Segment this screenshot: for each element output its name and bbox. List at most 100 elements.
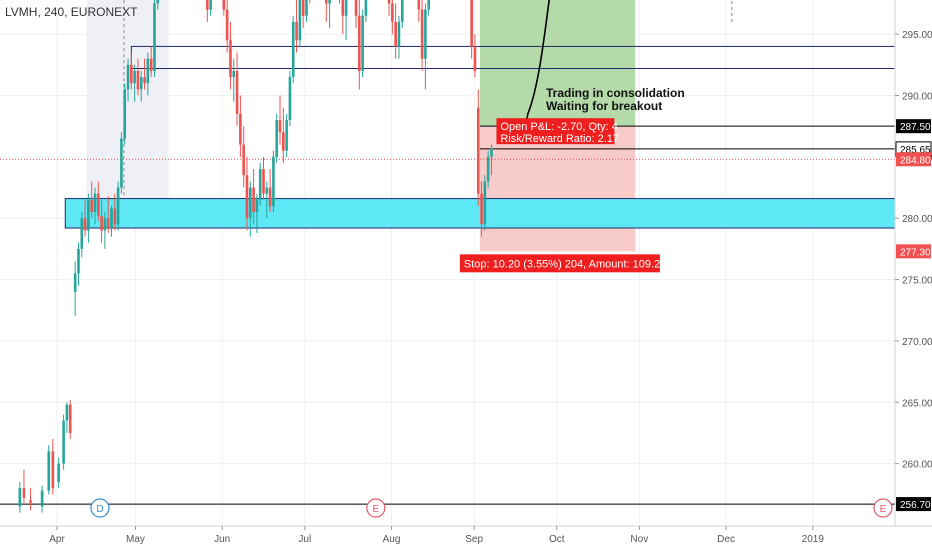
candle: [90, 181, 93, 219]
candle: [391, 0, 394, 35]
candle: [470, 0, 473, 59]
candle-body: [358, 15, 361, 71]
candle-body: [110, 208, 113, 229]
pnl-label-text: Open P&L: -2.70, Qty: 4: [500, 121, 617, 133]
candle-body: [123, 89, 127, 139]
candle: [22, 469, 26, 503]
candle-body: [364, 0, 368, 16]
candle-body: [106, 218, 110, 229]
price-tick-label: 275.00: [902, 276, 932, 287]
candle: [116, 181, 120, 231]
time-tick-label: Jun: [214, 534, 230, 545]
candle-body: [100, 215, 103, 231]
candle-body: [272, 156, 275, 206]
support-resistance-zone: [64, 198, 896, 229]
candle-body: [295, 21, 298, 41]
event-marker: E: [366, 498, 386, 518]
candle-body: [116, 187, 120, 225]
candle: [354, 0, 358, 29]
event-marker-letter: E: [373, 504, 380, 515]
annotation-line-1: Trading in consolidation: [546, 86, 685, 100]
candle-body: [252, 187, 255, 213]
event-marker: E: [873, 498, 893, 518]
candle: [143, 58, 146, 90]
candle-body: [268, 187, 272, 206]
candle-body: [235, 70, 239, 114]
candle-body: [29, 500, 32, 503]
candle: [103, 212, 107, 249]
candle: [106, 196, 110, 233]
time-tick-label: Sep: [465, 534, 483, 545]
candle-body: [51, 451, 55, 489]
time-tick-label: May: [126, 534, 145, 545]
candle: [77, 242, 80, 286]
candle-body: [265, 187, 269, 194]
candle: [262, 156, 265, 200]
candle: [225, 0, 229, 53]
candle: [29, 488, 32, 511]
candle-body: [305, 0, 308, 16]
candle: [285, 113, 288, 157]
candle: [361, 9, 364, 78]
price-tag-box: [896, 152, 931, 167]
candle: [265, 181, 269, 219]
candle-body: [282, 132, 285, 151]
candle-body: [209, 0, 212, 10]
candle-body: [285, 120, 288, 151]
candle: [65, 402, 69, 433]
candle: [40, 485, 44, 513]
candle-body: [476, 107, 480, 194]
candle-body: [229, 40, 232, 78]
candle-body: [387, 0, 391, 4]
candle-body: [242, 144, 245, 176]
candle: [80, 212, 84, 258]
candle-body: [87, 199, 90, 231]
time-tick-label: Jul: [298, 534, 311, 545]
event-marker-circle: [873, 498, 893, 518]
price-tag: 256.70: [896, 497, 931, 512]
measure-range-1: [86, 0, 169, 219]
event-marker: D: [90, 498, 110, 518]
candle-body: [206, 0, 209, 10]
price-tag: 284.80: [896, 152, 931, 167]
candle: [490, 144, 493, 176]
candle-body: [136, 70, 140, 90]
candle-body: [473, 46, 477, 71]
candle-body: [83, 218, 87, 231]
candle: [291, 15, 295, 84]
candle-body: [97, 193, 100, 216]
candle: [417, 0, 421, 22]
candle: [397, 15, 401, 59]
candle: [136, 58, 140, 96]
candle-body: [278, 120, 282, 133]
candle-body: [255, 199, 259, 213]
candle-body: [57, 463, 60, 483]
candle: [278, 95, 282, 145]
candle-body: [417, 0, 421, 10]
time-tick-label: Dec: [717, 534, 735, 545]
candle-body: [65, 404, 69, 421]
candle-body: [77, 248, 80, 274]
candle: [275, 113, 279, 163]
target-zone: [479, 0, 636, 127]
candle-body: [143, 77, 146, 84]
candle: [483, 175, 487, 231]
candle: [364, 0, 368, 22]
candle-body: [420, 9, 424, 59]
candle-body: [344, 0, 348, 16]
rr-label-text: Risk/Reward Ratio: 2.17: [500, 133, 619, 145]
candle-body: [93, 193, 97, 213]
candle: [305, 0, 308, 22]
price-tag-text: 284.80: [900, 155, 931, 166]
candle-body: [248, 187, 252, 219]
candle: [324, 0, 328, 22]
time-tick-label: Apr: [49, 534, 65, 545]
candle-body: [470, 0, 473, 47]
candle: [295, 0, 298, 53]
annotation-line-2: Waiting for breakout: [546, 99, 663, 113]
candle: [146, 52, 150, 96]
price-tag-box: [896, 119, 931, 134]
candle: [18, 482, 22, 513]
candle-body: [328, 0, 331, 4]
